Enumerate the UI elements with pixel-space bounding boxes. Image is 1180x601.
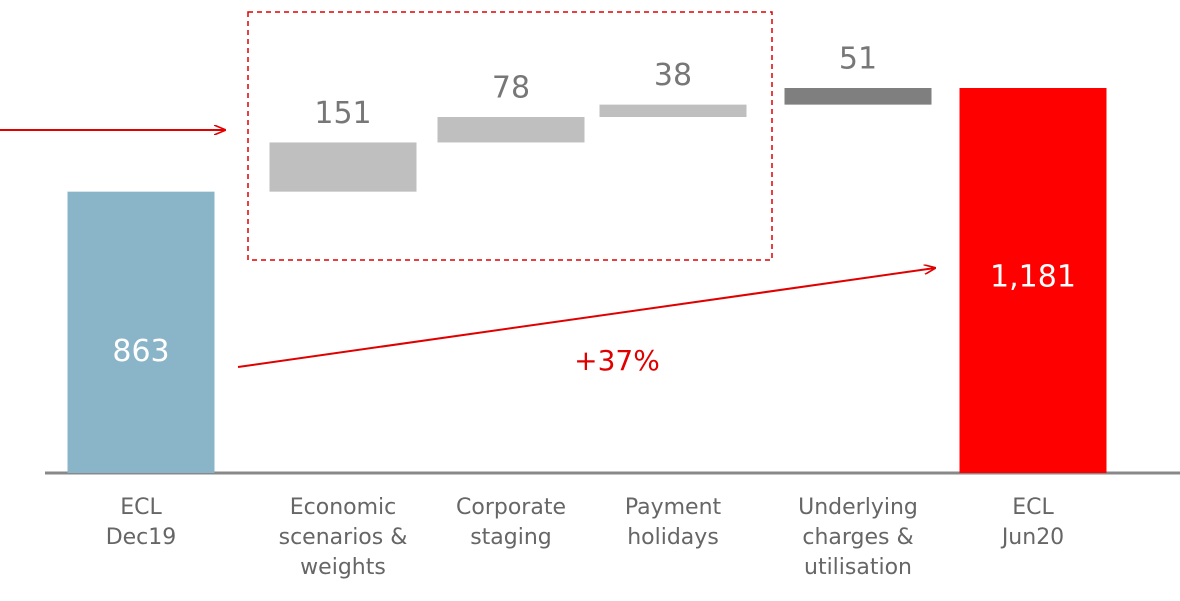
value-label: 151 — [314, 96, 371, 131]
x-tick-label: Payment holidays — [625, 495, 722, 550]
bar — [599, 104, 747, 118]
growth-arrow — [237, 268, 935, 368]
value-label: 1,181 — [990, 260, 1076, 295]
value-label: 78 — [492, 71, 530, 106]
highlight-box — [247, 11, 773, 261]
value-label: 38 — [654, 58, 692, 93]
x-tick-label: Corporate staging — [456, 495, 566, 550]
bar — [437, 117, 585, 143]
x-tick-label: Underlying charges & utilisation — [798, 495, 918, 580]
bar — [959, 88, 1107, 473]
bar — [269, 142, 417, 192]
x-tick-label: ECL Dec19 — [106, 495, 177, 550]
value-label: 863 — [112, 334, 169, 369]
annotation: +37% — [574, 344, 660, 377]
value-label: 51 — [839, 42, 877, 77]
bar — [67, 191, 215, 473]
bar — [784, 88, 932, 105]
x-tick-label: ECL Jun20 — [1000, 495, 1064, 550]
x-tick-label: Economic scenarios & weights — [279, 495, 408, 580]
